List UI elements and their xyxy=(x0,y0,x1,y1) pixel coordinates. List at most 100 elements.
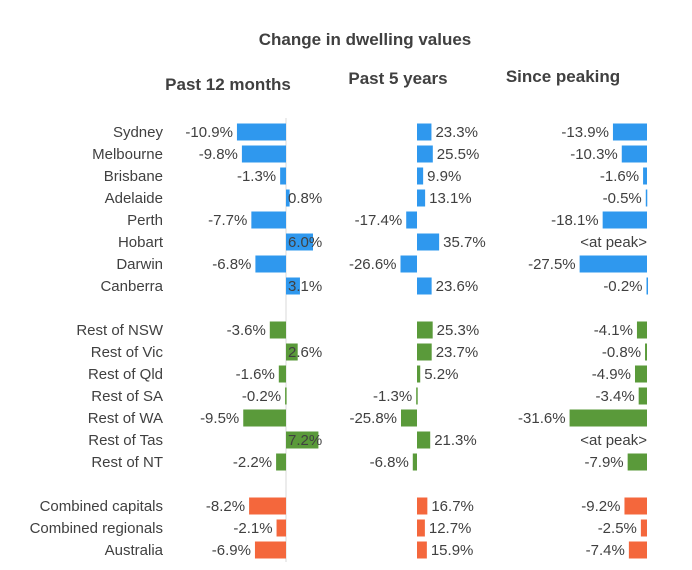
value-label: <at peak> xyxy=(580,432,647,449)
value-label: -13.9% xyxy=(561,124,609,141)
category-label: Rest of Qld xyxy=(88,366,163,383)
value-label: -0.5% xyxy=(603,190,642,207)
value-label: -3.4% xyxy=(595,388,634,405)
value-label: -0.2% xyxy=(603,278,642,295)
value-label: 23.6% xyxy=(436,278,479,295)
category-label: Rest of NSW xyxy=(76,322,164,339)
value-label: 21.3% xyxy=(434,432,477,449)
value-label: -9.8% xyxy=(199,146,238,163)
bar xyxy=(634,365,647,383)
value-label: -8.2% xyxy=(206,498,245,515)
bar xyxy=(417,233,440,251)
bar xyxy=(286,431,319,449)
value-label: <at peak> xyxy=(580,234,647,251)
panel: -13.9%-10.3%-1.6%-0.5%-18.1%<at peak>-27… xyxy=(518,123,649,559)
value-label: -9.5% xyxy=(200,410,239,427)
category-label: Melbourne xyxy=(92,146,163,163)
bar xyxy=(417,189,426,207)
category-label: Australia xyxy=(105,542,164,559)
value-label: -10.9% xyxy=(185,124,233,141)
bar xyxy=(417,343,432,361)
value-label: 23.3% xyxy=(435,124,478,141)
category-label: Darwin xyxy=(116,256,163,273)
value-label: -1.6% xyxy=(600,168,639,185)
bar xyxy=(417,365,421,383)
value-label: -31.6% xyxy=(518,410,566,427)
value-label: -17.4% xyxy=(355,212,403,229)
value-label: -26.6% xyxy=(349,256,397,273)
bar xyxy=(280,167,286,185)
category-label: Combined regionals xyxy=(30,520,163,537)
value-label: -6.8% xyxy=(370,454,409,471)
panel: -10.9% -9.8% -1.3% 0.8% -7.7% 6.0% -6.8% 3.1% -3… xyxy=(185,118,322,562)
bar xyxy=(255,255,286,273)
bar xyxy=(286,233,313,251)
bar xyxy=(251,211,286,229)
bar xyxy=(624,497,647,515)
value-label: 9.9% xyxy=(427,168,461,185)
value-label: 6.0% xyxy=(288,234,322,251)
bar xyxy=(286,343,298,361)
category-label: Rest of SA xyxy=(91,388,163,405)
bar xyxy=(612,123,647,141)
value-label: -3.6% xyxy=(227,322,266,339)
value-label: -10.3% xyxy=(570,146,618,163)
bar xyxy=(638,387,647,405)
value-label: 3.1% xyxy=(288,278,322,295)
value-label: -2.2% xyxy=(233,454,272,471)
value-label: -27.5% xyxy=(528,256,576,273)
category-label: Hobart xyxy=(118,234,164,251)
category-label: Sydney xyxy=(113,124,164,141)
category-label: Canberra xyxy=(100,278,163,295)
bar xyxy=(417,145,433,163)
value-label: -7.7% xyxy=(208,212,247,229)
bar xyxy=(254,541,286,559)
bar xyxy=(286,277,300,295)
value-label: 35.7% xyxy=(443,234,486,251)
value-label: -1.3% xyxy=(237,168,276,185)
bar xyxy=(646,277,649,295)
value-label: 0.8% xyxy=(288,190,322,207)
value-label: -1.6% xyxy=(236,366,275,383)
value-label: -7.4% xyxy=(586,542,625,559)
value-label: -2.1% xyxy=(233,520,272,537)
bar xyxy=(640,519,647,537)
bar xyxy=(249,497,286,515)
value-label: -4.1% xyxy=(594,322,633,339)
value-label: 25.3% xyxy=(437,322,480,339)
bar xyxy=(645,343,647,361)
category-label: Rest of NT xyxy=(91,454,163,471)
bar xyxy=(569,409,647,427)
bar xyxy=(417,519,425,537)
bar xyxy=(579,255,647,273)
bar xyxy=(400,255,417,273)
category-label: Combined capitals xyxy=(40,498,163,515)
bar xyxy=(269,321,286,339)
bar xyxy=(602,211,647,229)
category-label: Brisbane xyxy=(104,168,163,185)
category-label: Rest of Vic xyxy=(91,344,164,361)
value-label: 23.7% xyxy=(436,344,479,361)
value-label: 13.1% xyxy=(429,190,472,207)
value-label: -6.8% xyxy=(212,256,251,273)
category-label: Perth xyxy=(127,212,163,229)
category-label: Adelaide xyxy=(105,190,163,207)
bar xyxy=(285,387,287,405)
value-label: -18.1% xyxy=(551,212,599,229)
category-label: Rest of Tas xyxy=(88,432,163,449)
value-label: -9.2% xyxy=(581,498,620,515)
bar xyxy=(645,189,648,207)
value-label: -2.5% xyxy=(598,520,637,537)
panel-title: Past 5 years xyxy=(348,69,447,88)
bar xyxy=(416,387,418,405)
panel-title: Since peaking xyxy=(506,67,620,86)
value-label: -7.9% xyxy=(584,454,623,471)
value-label: 5.2% xyxy=(424,366,458,383)
value-label: 12.7% xyxy=(429,520,472,537)
value-label: 2.6% xyxy=(288,344,322,361)
value-label: 16.7% xyxy=(431,498,474,515)
bar xyxy=(278,365,286,383)
value-label: 7.2% xyxy=(288,432,322,449)
bar xyxy=(406,211,417,229)
